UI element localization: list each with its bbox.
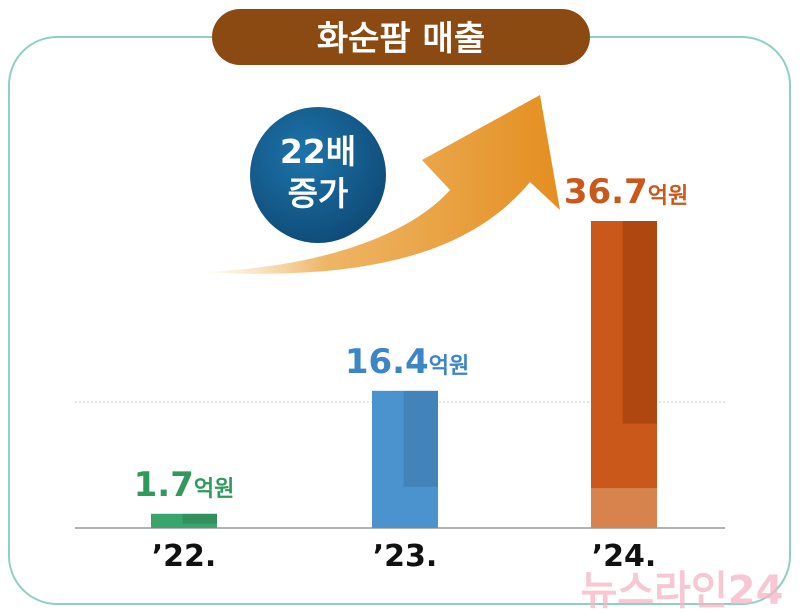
- data-label-2023-number: 16.4: [345, 342, 429, 382]
- chart-title: 화순팜 매출: [317, 19, 485, 59]
- badge-line-2: 증가: [288, 174, 349, 213]
- bars-group: [151, 221, 657, 528]
- title-pill: [212, 9, 590, 65]
- badge-line-1: 22배: [280, 132, 356, 171]
- growth-badge: [250, 107, 386, 243]
- data-label-2024: 36.7억원: [564, 172, 688, 212]
- bar-2024-base: [591, 488, 657, 528]
- bar-2024-shade: [622, 221, 657, 424]
- bar-2023: [372, 390, 438, 528]
- watermark: 뉴스라인24: [581, 568, 784, 614]
- category-label-2024: ’24.: [592, 539, 657, 574]
- bar-2022-shade: [182, 513, 217, 524]
- data-label-2024-unit: 억원: [648, 184, 688, 209]
- bar-2022: [151, 513, 217, 528]
- category-label-2022: ’22.: [152, 539, 217, 574]
- data-label-2023-unit: 억원: [429, 354, 469, 379]
- growth-arrow: [200, 95, 560, 274]
- data-label-2022: 1.7억원: [134, 465, 235, 505]
- bar-2024: [591, 221, 657, 528]
- data-label-2023: 16.4억원: [345, 342, 469, 382]
- data-label-2022-unit: 억원: [194, 477, 234, 502]
- data-label-2022-number: 1.7: [134, 465, 194, 505]
- bar-2023-shade: [403, 390, 438, 487]
- category-label-2023: ’23.: [373, 539, 438, 574]
- data-label-2024-number: 36.7: [564, 172, 648, 212]
